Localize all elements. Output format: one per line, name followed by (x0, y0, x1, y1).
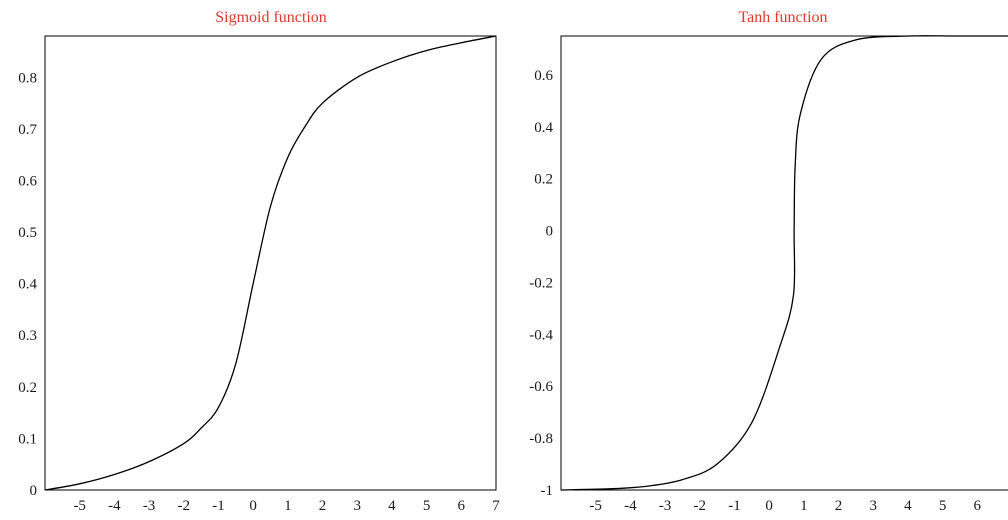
x-tick-label: -5 (589, 498, 602, 514)
y-tick-label: -0.8 (529, 431, 553, 447)
y-tick-label: 0.6 (18, 173, 37, 189)
chart-title: Tanh function (738, 9, 827, 26)
y-tick-label: -1 (541, 483, 554, 499)
y-tick-label: -0.2 (529, 275, 553, 291)
y-tick-label: 0.2 (18, 380, 37, 396)
x-tick-label: 4 (388, 498, 396, 514)
y-tick-label: 0.4 (534, 120, 553, 136)
x-tick-label: -2 (178, 498, 191, 514)
x-tick-label: 6 (974, 498, 982, 514)
y-tick-label: 0 (30, 483, 38, 499)
x-tick-label: -3 (659, 498, 672, 514)
sigmoid-chart: Sigmoid function 00.10.20.30.40.50.60.70… (18, 9, 500, 514)
y-tick-label: -0.4 (529, 327, 553, 343)
y-tick-label: 0.2 (534, 172, 553, 188)
tanh-chart: Tanh function -1 -0.8 -0.6 -0.4 -0.2 0 0.2 0.4 0… (529, 9, 1008, 514)
x-tick-labels: -5 -4 -3 -2 -1 0 1 2 3 4 5 6 (589, 498, 981, 514)
plot-frame (44, 35, 497, 491)
y-tick-labels: -1 -0.8 -0.6 -0.4 -0.2 0 0.2 0.4 0.6 (529, 68, 553, 499)
x-tick-label: -1 (212, 498, 225, 514)
x-tick-label: 0 (765, 498, 773, 514)
x-tick-label: 3 (353, 498, 361, 514)
x-tick-label: -2 (694, 498, 707, 514)
plot-frame (560, 35, 1008, 491)
x-tick-labels: -5 -4 -3 -2 -1 0 1 2 3 4 5 6 7 (73, 498, 500, 514)
x-tick-label: 1 (800, 498, 808, 514)
y-tick-label: 0 (546, 224, 554, 240)
y-tick-label: 0.6 (534, 68, 553, 84)
y-tick-label: 0.1 (18, 431, 37, 447)
x-tick-label: -5 (73, 498, 86, 514)
tanh-curve (560, 35, 1008, 491)
y-tick-label: 0.3 (18, 328, 37, 344)
x-tick-label: 2 (319, 498, 327, 514)
x-tick-label: 6 (458, 498, 466, 514)
x-tick-label: -1 (728, 498, 741, 514)
y-tick-label: 0.5 (18, 225, 37, 241)
x-tick-label: -3 (143, 498, 156, 514)
x-tick-label: -4 (624, 498, 637, 514)
x-tick-label: 1 (284, 498, 292, 514)
x-tick-label: 3 (869, 498, 877, 514)
x-tick-label: 4 (904, 498, 912, 514)
x-tick-label: -4 (108, 498, 121, 514)
y-tick-label: 0.4 (18, 277, 37, 293)
x-tick-label: 5 (939, 498, 947, 514)
x-tick-label: 7 (492, 498, 500, 514)
chart-title: Sigmoid function (215, 9, 327, 26)
y-tick-label: 0.8 (18, 70, 37, 86)
y-tick-labels: 0 0.1 0.2 0.3 0.4 0.5 0.6 0.7 0.8 (18, 70, 37, 499)
y-tick-label: 0.7 (18, 122, 37, 138)
y-tick-label: -0.6 (529, 379, 553, 395)
sigmoid-curve (44, 35, 497, 491)
x-tick-label: 2 (835, 498, 843, 514)
x-tick-label: 5 (423, 498, 431, 514)
x-tick-label: 0 (249, 498, 257, 514)
